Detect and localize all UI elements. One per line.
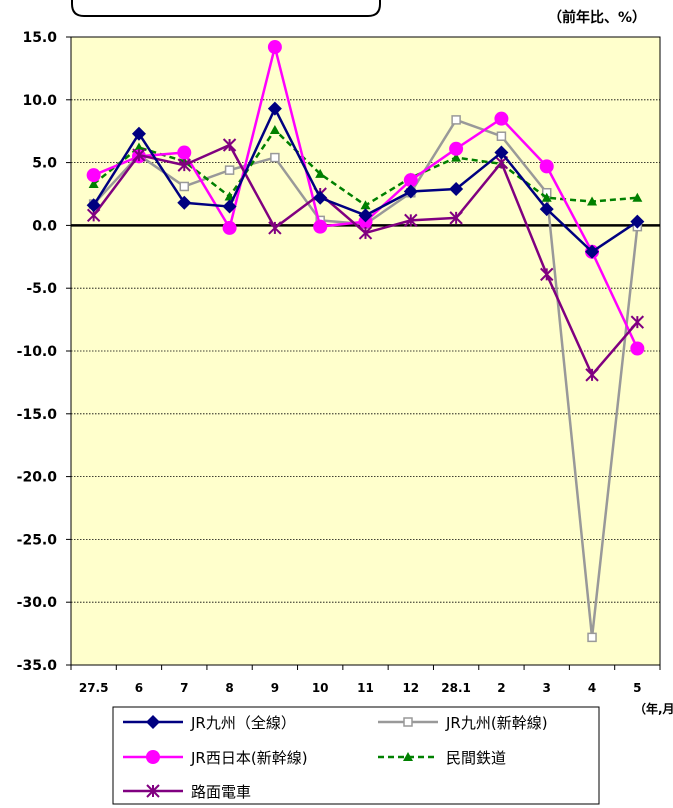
data-point: [358, 208, 373, 223]
y-tick-label: 10.0: [22, 93, 57, 109]
legend-item-2: JR九州(新幹線): [378, 714, 548, 732]
legend: [112, 706, 600, 805]
data-point: [449, 141, 464, 156]
data-point: [494, 145, 509, 160]
data-point: [133, 142, 144, 152]
legend-marker: [146, 715, 160, 729]
data-point: [587, 632, 597, 643]
data-point: [541, 192, 552, 202]
x-tick-label: 5: [633, 681, 641, 695]
x-tick-label: 2: [497, 681, 505, 695]
data-point: [177, 145, 192, 160]
data-point: [222, 199, 237, 214]
legend-marker: [146, 784, 160, 798]
data-point: [177, 158, 191, 172]
data-point: [267, 40, 282, 55]
data-point: [539, 202, 554, 217]
data-point: [270, 152, 280, 163]
data-point: [222, 220, 237, 235]
data-point: [403, 173, 418, 188]
data-point: [267, 101, 282, 116]
data-point: [630, 214, 645, 229]
x-axis: 27.5 6 7 8 9 10 11 12 28.1 2 3 4 5: [70, 665, 661, 695]
data-point: [224, 165, 235, 175]
legend-item-1: JR九州（全線）: [123, 714, 296, 732]
data-point: [404, 213, 418, 228]
y-tick-label: -5.0: [26, 281, 57, 297]
data-point: [451, 152, 462, 162]
x-tick-label: 10: [312, 681, 329, 695]
y-tick-label: -35.0: [17, 658, 58, 674]
data-point: [131, 126, 146, 141]
data-point: [630, 315, 645, 329]
data-point: [449, 181, 464, 196]
data-point: [313, 190, 328, 205]
x-tick-label: 27.5: [79, 681, 109, 695]
data-point: [451, 115, 461, 125]
y-tick-label: 0.0: [32, 218, 57, 234]
series-5: [86, 138, 645, 382]
x-tick-label: 8: [225, 681, 233, 695]
y-tick-label: -25.0: [17, 532, 58, 548]
x-tick-label: 4: [588, 681, 596, 695]
data-point: [496, 131, 507, 141]
data-point: [360, 200, 371, 210]
data-point: [585, 244, 600, 259]
data-point: [494, 111, 509, 126]
data-point: [86, 168, 101, 183]
data-point: [630, 341, 645, 356]
data-point: [269, 124, 280, 134]
y-tick-label: -15.0: [17, 407, 58, 423]
legend-marker: [403, 752, 413, 761]
data-point: [179, 181, 190, 192]
data-point: [358, 226, 373, 240]
y-tick-label: 15.0: [22, 30, 57, 46]
unit-label: （前年比、%）: [548, 9, 646, 26]
x-unit-label: （年,月）: [634, 701, 673, 716]
data-point: [585, 368, 599, 382]
x-tick-label: 11: [357, 681, 374, 695]
data-point: [403, 184, 418, 199]
y-tick-label: -20.0: [17, 470, 58, 486]
data-point: [540, 267, 554, 282]
legend-marker: [146, 750, 160, 764]
legend-label: 民間鉄道: [446, 749, 506, 767]
data-point: [88, 178, 99, 188]
header-box: [71, 0, 381, 17]
x-tick-label: 12: [402, 681, 419, 695]
y-tick-label: 5.0: [32, 156, 57, 172]
series-1: [86, 101, 645, 259]
data-point: [632, 192, 643, 202]
legend-item-4: 民間鉄道: [378, 749, 506, 767]
data-point: [449, 211, 463, 225]
legend-item-3: JR西日本(新幹線): [123, 749, 308, 767]
data-point: [315, 168, 326, 178]
legend-label: JR九州（全線）: [190, 714, 296, 732]
data-point: [587, 196, 598, 206]
data-point: [268, 221, 282, 235]
data-point: [132, 148, 146, 162]
legend-label: 路面電車: [191, 783, 251, 801]
x-tick-label: 3: [543, 681, 551, 695]
y-tick-label: -30.0: [17, 595, 58, 611]
y-axis: 15.0 10.0 5.0 0.0 -5.0 -10.0 -15.0 -20.0 -25.0 -3…: [17, 30, 71, 674]
x-tick-label: 6: [135, 681, 143, 695]
legend-label: JR西日本(新幹線): [190, 749, 308, 767]
data-point: [539, 159, 554, 174]
data-point: [222, 138, 237, 152]
series-group: [86, 40, 645, 643]
data-point: [313, 219, 328, 234]
x-tick-label: 7: [180, 681, 188, 695]
data-point: [177, 195, 192, 210]
legend-marker: [403, 717, 413, 727]
x-tick-label: 9: [271, 681, 279, 695]
data-point: [86, 198, 101, 213]
y-tick-label: -10.0: [17, 344, 58, 360]
legend-item-5: 路面電車: [123, 783, 251, 801]
legend-label: JR九州(新幹線): [445, 714, 548, 732]
x-tick-label: 28.1: [441, 681, 471, 695]
